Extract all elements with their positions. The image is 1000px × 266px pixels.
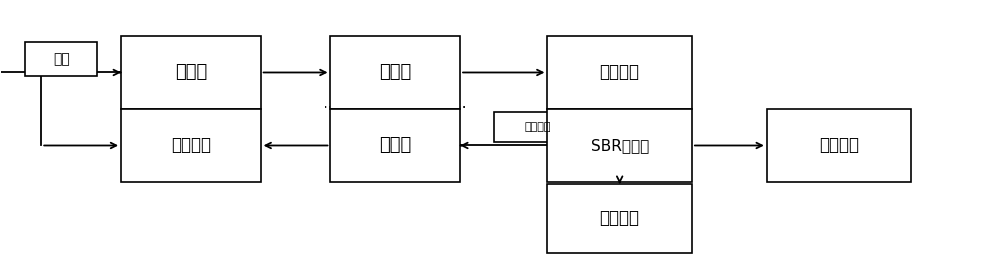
FancyBboxPatch shape: [547, 36, 692, 109]
FancyBboxPatch shape: [494, 112, 582, 142]
Text: 缺氧池: 缺氧池: [379, 64, 411, 81]
FancyBboxPatch shape: [547, 109, 692, 182]
Text: SBR反应池: SBR反应池: [591, 138, 649, 153]
Text: 预缺氧池: 预缺氧池: [171, 136, 211, 155]
Text: 主曝气池: 主曝气池: [600, 64, 640, 81]
Text: 污水: 污水: [53, 52, 70, 66]
FancyBboxPatch shape: [25, 42, 97, 76]
FancyBboxPatch shape: [547, 184, 692, 253]
Text: 浓缩池: 浓缩池: [379, 136, 411, 155]
Text: 污泥排放: 污泥排放: [819, 136, 859, 155]
FancyBboxPatch shape: [121, 36, 261, 109]
FancyBboxPatch shape: [330, 36, 460, 109]
Text: 污泥回流: 污泥回流: [525, 122, 551, 132]
FancyBboxPatch shape: [121, 109, 261, 182]
FancyBboxPatch shape: [330, 109, 460, 182]
FancyBboxPatch shape: [767, 109, 911, 182]
Text: 厘氧池: 厘氧池: [175, 64, 207, 81]
Text: 出水排放: 出水排放: [600, 210, 640, 227]
